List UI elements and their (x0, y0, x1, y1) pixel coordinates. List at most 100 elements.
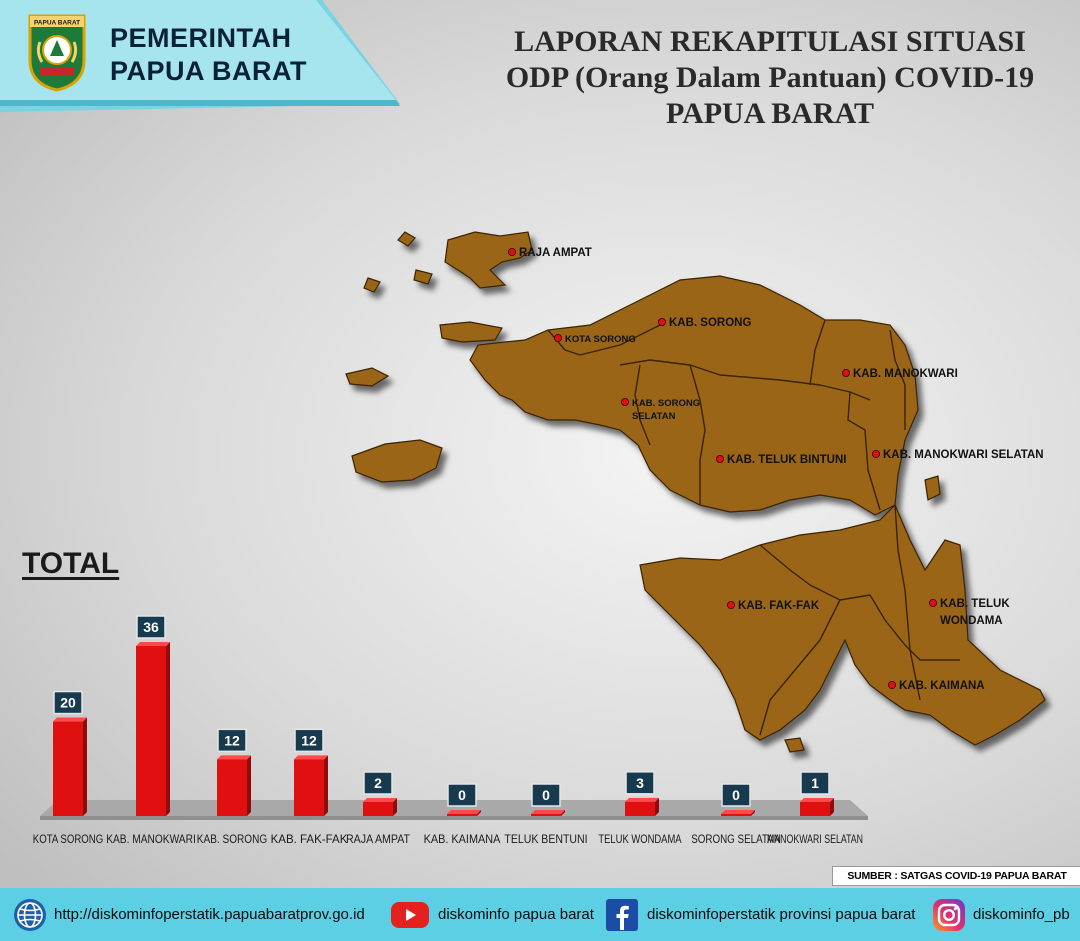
map-region-label: KAB. SORONG (669, 317, 751, 329)
bar-value-box (625, 771, 655, 795)
bar-value-box (217, 728, 247, 753)
map-region-label: KAB. FAK-FAK (738, 600, 820, 612)
bar-side (830, 798, 834, 816)
bar-value-box (136, 615, 166, 639)
website-item[interactable]: http://diskominfoperstatik.papuabaratpro… (12, 888, 365, 941)
bar-value-box (363, 771, 393, 795)
raja-ampat-island (444, 231, 533, 289)
bar-top (531, 810, 565, 814)
map-marker-dot (621, 397, 630, 406)
instagram-icon (933, 898, 965, 931)
source-note: SUMBER : SATGAS COVID-19 PAPUA BARAT (832, 866, 1080, 886)
island-small (351, 439, 443, 483)
x-category-label: KAB. SORONG (197, 834, 267, 846)
banner-background (0, 0, 400, 112)
footer-bar: http://diskominfoperstatik.papuabaratpro… (0, 888, 1080, 941)
gov-line-1: PEMERINTAH (110, 23, 292, 53)
bar-value-box (800, 771, 830, 795)
title-line-1: LAPORAN REKAPITULASI SITUASI (514, 25, 1026, 58)
bar-value-label: 20 (60, 695, 76, 711)
total-label: TOTAL (22, 547, 120, 580)
map-marker-dot (888, 681, 897, 690)
island-small (363, 277, 381, 293)
bar-top (136, 642, 170, 646)
island-small (784, 737, 805, 753)
report-title: LAPORAN REKAPITULASI SITUASI ODP (Orang … (450, 24, 1080, 132)
x-category-label: KAB. MANOKWARI (106, 834, 196, 846)
mainland-south (639, 503, 1046, 746)
bar-value-box (447, 783, 477, 807)
logo-text: PAPUA BARAT (34, 20, 80, 27)
bar-value-label: 36 (143, 619, 159, 635)
map-labels: RAJA AMPAT KOTA SORONG KAB. SORONG KAB. SOR… (507, 247, 1044, 692)
globe-icon (14, 898, 46, 931)
bar-value-box (53, 690, 83, 715)
bar-top (625, 797, 659, 802)
youtube-channel[interactable]: diskominfo papua barat (438, 906, 594, 923)
instagram-item[interactable]: diskominfo_pb (932, 888, 1070, 941)
bar (447, 814, 477, 816)
island-small (397, 231, 416, 247)
bar (53, 721, 83, 816)
papua-barat-map: RAJA AMPAT KOTA SORONG KAB. SORONG KAB. SOR… (345, 231, 1046, 753)
bar-side (324, 755, 328, 816)
region-borders (547, 319, 960, 736)
facebook-icon (606, 898, 638, 931)
youtube-icon (391, 901, 429, 928)
youtube-item[interactable]: diskominfo papua barat (390, 888, 594, 941)
map-marker-dot (507, 247, 516, 256)
bar (294, 759, 324, 816)
bar-top (800, 798, 834, 802)
island-small (924, 475, 941, 501)
facebook-page[interactable]: diskominfoperstatik provinsi papua barat (647, 906, 916, 923)
bar (625, 801, 655, 816)
map-region-label: KAB. TELUK (940, 598, 1010, 610)
government-name: PEMERINTAH PAPUA BARAT (110, 22, 307, 88)
x-category-label: KAB. KAIMANA (424, 834, 501, 846)
map-marker-dot (727, 601, 736, 610)
bar-value-box (294, 728, 324, 753)
island-small (345, 367, 390, 387)
bar-side (655, 797, 659, 816)
mainland-north (469, 275, 919, 516)
facebook-item[interactable]: diskominfoperstatik provinsi papua barat (606, 888, 915, 941)
x-category-label: MANOKWARI SELATAN (767, 834, 863, 846)
bar-top (294, 755, 328, 760)
bar-value-label: 2 (374, 775, 382, 791)
map-marker-dot (872, 449, 881, 458)
map-marker-dot (716, 454, 725, 463)
x-category-label: SORONG SELATAN (691, 834, 781, 846)
map-marker-dot (842, 368, 851, 377)
title-line-3: PAPUA BARAT (665, 97, 875, 130)
bar (800, 802, 830, 816)
bar (217, 759, 247, 816)
map-region-label: WONDAMA (940, 615, 1003, 627)
bar-side (247, 755, 251, 816)
bar-top (447, 810, 481, 814)
bar-value-label: 12 (224, 732, 240, 748)
bar-value-label: 0 (732, 787, 740, 803)
map-region-label: KOTA SORONG (565, 334, 636, 345)
bar (363, 802, 393, 816)
map-region-label: KAB. KAIMANA (899, 680, 985, 692)
bar-value-box (721, 783, 751, 807)
x-category-label: TELUK BENTUNI (504, 834, 587, 846)
x-category-label: TELUK WONDAMA (598, 834, 681, 846)
map-landmass (345, 231, 1046, 753)
title-line-2: ODP (Orang Dalam Pantuan) COVID-19 (505, 61, 1035, 94)
instagram-handle[interactable]: diskominfo_pb (973, 906, 1070, 923)
bar-value-label: 1 (811, 775, 819, 791)
bar-value-box (531, 783, 561, 807)
bar-side (166, 642, 170, 816)
island-small (413, 269, 433, 285)
bar-value-label: 3 (636, 775, 644, 791)
bar-value-label: 0 (458, 787, 466, 803)
map-region-label: KAB. MANOKWARI SELATAN (883, 449, 1044, 461)
map-region-label: SELATAN (632, 411, 676, 422)
website-link[interactable]: http://diskominfoperstatik.papuabaratpro… (54, 906, 365, 923)
bar-top (53, 717, 87, 722)
map-marker-dot (658, 317, 667, 326)
government-banner: PAPUA BARAT PEMERINTAH PAPUA BARAT (0, 0, 400, 112)
map-region-label: KAB. TELUK BINTUNI (727, 454, 846, 466)
